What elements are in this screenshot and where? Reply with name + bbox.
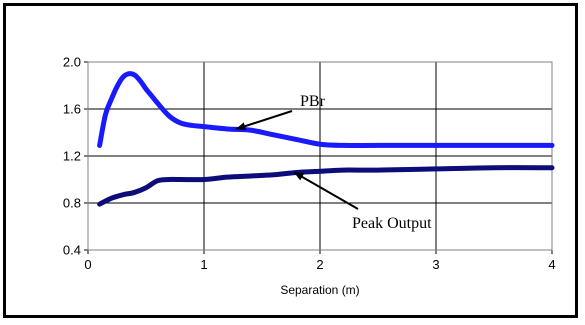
x-tick-label: 1 [200,257,207,272]
annotation-arrow-peak-output [293,171,359,210]
x-tick-label: 4 [548,257,555,272]
x-tick-label: 0 [84,257,91,272]
annotation-label-peak-output: Peak Output [352,215,432,232]
x-tick-label: 2 [316,257,323,272]
series-line-peak-output [97,165,555,207]
plot-area-border [87,61,553,251]
y-tick-label: 2.0 [63,55,81,70]
y-tick-label: 1.6 [63,102,81,117]
x-axis-label: Separation (m) [280,283,359,297]
annotation-label-pbr: PBr [300,93,326,110]
series-line-pbr [97,71,555,149]
y-tick-label: 1.2 [63,149,81,164]
annotation-arrow-pbr [235,110,293,131]
y-tick-label: 0.4 [63,243,81,258]
y-tick-label: 0.8 [63,196,81,211]
chart-frame [3,3,578,318]
x-tick-label: 3 [432,257,439,272]
